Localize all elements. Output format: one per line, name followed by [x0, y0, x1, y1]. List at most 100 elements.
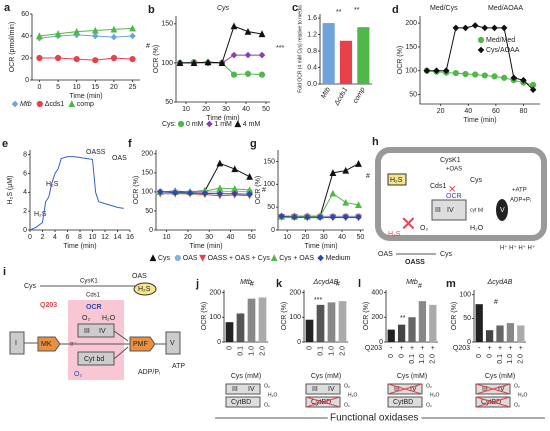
cross: ✕	[400, 213, 417, 235]
x-tick-label: 1.0	[248, 346, 255, 356]
marker	[36, 54, 43, 62]
chart-title: ΔcydAB	[313, 279, 339, 286]
bar	[429, 304, 437, 342]
y-tick-label: 200	[289, 289, 301, 296]
y-tick-label: 1.6	[307, 15, 317, 22]
q203-label: +	[508, 345, 512, 352]
oxidase-box	[305, 383, 341, 395]
annotation: OAS	[112, 155, 127, 162]
marker	[246, 172, 254, 180]
y-tick-label: 400	[371, 289, 383, 296]
oxidase-label: IV	[248, 386, 255, 393]
marker	[270, 254, 278, 262]
bar	[397, 324, 406, 342]
arrow-label: H₂O	[348, 392, 358, 398]
label: Cys	[470, 177, 483, 184]
x-tick-label: 30	[222, 106, 230, 113]
series-line	[426, 24, 534, 91]
y-tick-label: 200	[209, 289, 221, 296]
bar	[339, 40, 353, 84]
marker	[230, 51, 238, 59]
oxidase-label: III	[482, 386, 488, 393]
marker	[500, 24, 508, 32]
arrow	[24, 330, 166, 360]
y-axis-label: OCR (%)	[153, 45, 160, 73]
label: Cyt bd	[84, 356, 104, 363]
x-tick-label: 2	[41, 234, 45, 241]
label: PMF	[133, 341, 148, 348]
y-tick-label: 0.0	[307, 81, 317, 88]
q203-label: +	[400, 345, 404, 352]
q203-label: +	[420, 345, 424, 352]
annotation: ***	[276, 45, 284, 52]
bar	[475, 304, 483, 342]
label: Q203	[40, 302, 57, 309]
x-tick-label: 2.0	[430, 354, 437, 364]
y-tick-label: 50	[145, 208, 153, 215]
marker	[206, 120, 213, 128]
marker	[176, 59, 184, 67]
x-tick-label: 40	[464, 108, 472, 115]
label: e⁻	[70, 342, 77, 348]
marker	[171, 189, 179, 196]
x-tick-label: 30	[320, 234, 328, 241]
marker	[230, 22, 238, 30]
legend-label: comp	[77, 101, 94, 108]
x-tick-label: 40	[242, 106, 250, 113]
label: Cds1	[86, 293, 101, 299]
marker	[477, 36, 485, 44]
annotation: OASS	[86, 149, 106, 156]
x-axis-label: Cys (mM)	[397, 373, 427, 380]
marker	[462, 70, 469, 78]
x-tick-label: 0	[476, 354, 483, 358]
label: III	[435, 207, 441, 214]
annotation: #	[494, 299, 498, 306]
label: Cds1	[430, 183, 446, 190]
bar	[258, 297, 267, 342]
series-line	[39, 34, 133, 39]
marker	[129, 24, 136, 32]
marker	[186, 189, 194, 197]
label: O₂	[420, 225, 428, 232]
marker	[11, 100, 19, 108]
marker	[529, 86, 537, 94]
y-tick-label: 100	[141, 189, 153, 196]
marker	[317, 254, 324, 262]
label: H₂S	[388, 231, 401, 238]
marker	[129, 32, 136, 40]
oxidase-label: CytBD	[231, 399, 251, 406]
marker	[291, 213, 298, 221]
cross	[305, 396, 341, 408]
x-tick-label: 40	[338, 234, 346, 241]
annotation: #	[336, 281, 340, 288]
label: V	[170, 340, 175, 347]
panel-letter: c	[292, 2, 298, 14]
legend-label: 0 mM	[186, 121, 204, 128]
annotation: **	[400, 315, 406, 322]
y-tick-label: 100	[459, 292, 471, 299]
y-tick-label: 100	[161, 60, 173, 67]
annotation: #	[418, 283, 422, 290]
x-tick-label: 0	[306, 346, 313, 350]
x-tick-label: 8	[78, 234, 82, 241]
bar	[387, 329, 395, 342]
y-tick-label: 100	[263, 181, 275, 188]
marker	[303, 213, 311, 221]
oxidase-label: IV	[498, 386, 505, 393]
y-tick-label: 20	[21, 55, 29, 62]
label: Cys	[24, 283, 37, 290]
marker	[520, 76, 527, 84]
label: Cys	[440, 251, 453, 258]
x-axis-label: Time (min)	[63, 243, 96, 250]
box	[133, 282, 157, 296]
label: +ATP	[512, 188, 527, 194]
legend-label: OAS	[183, 255, 198, 262]
annotation: #	[146, 43, 150, 50]
arrow-label: O₂	[264, 383, 270, 389]
oxidase-box	[225, 383, 261, 395]
y-tick-label: 0	[467, 339, 471, 346]
x-tick-label: 40	[227, 234, 235, 241]
label: OASS	[405, 259, 425, 266]
panel-letter: b	[148, 4, 155, 16]
